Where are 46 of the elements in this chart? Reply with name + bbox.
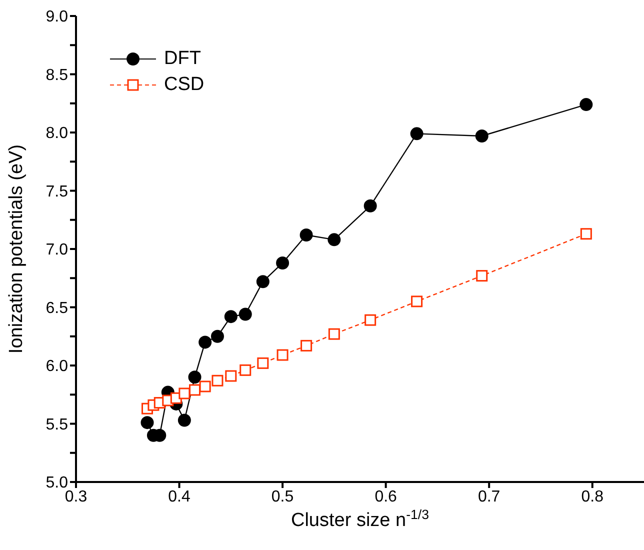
y-tick-label: 9.0 [46,8,68,26]
y-tick-label: 7.0 [46,242,68,259]
point [225,370,237,382]
point [188,370,202,384]
point [300,340,312,352]
point [178,414,191,427]
point [364,314,376,326]
legend-label: CSD [164,74,204,96]
point [178,388,190,400]
y-tick-label: 6.0 [46,358,68,376]
y-tick-label: 8.0 [46,125,68,142]
point [240,364,252,376]
point [189,384,201,396]
x-axis-title: Cluster size n$^{-1/3}$ [290,506,430,531]
point [210,330,224,343]
y-axis-title: Ionization potentials (eV) [6,144,27,354]
point [257,357,269,369]
point [140,416,154,430]
point [300,228,313,242]
legend-label: DFT [164,48,201,70]
x-tick-label: 0.4 [168,488,190,506]
point [411,296,423,308]
point [256,275,270,288]
point [198,336,212,349]
y-tick-label: 7.5 [46,183,68,200]
point [224,310,238,324]
point [580,98,593,112]
y-tick-label: 5.5 [46,416,68,434]
point [199,380,211,392]
point [476,270,488,282]
point [276,256,290,270]
point [238,308,252,321]
point [212,374,224,386]
point [276,349,288,361]
x-tick-label: 0.7 [478,488,500,506]
y-tick-label: 6.5 [46,300,68,317]
x-tick-label: 0.5 [271,488,294,506]
point [580,228,592,240]
point [364,199,377,212]
point [328,233,341,246]
point [410,127,424,140]
point [328,328,340,340]
x-tick-label: 0.8 [581,488,604,506]
point [475,129,488,142]
y-tick-label: 8.5 [46,66,68,84]
x-tick-label: 0.6 [374,488,398,506]
